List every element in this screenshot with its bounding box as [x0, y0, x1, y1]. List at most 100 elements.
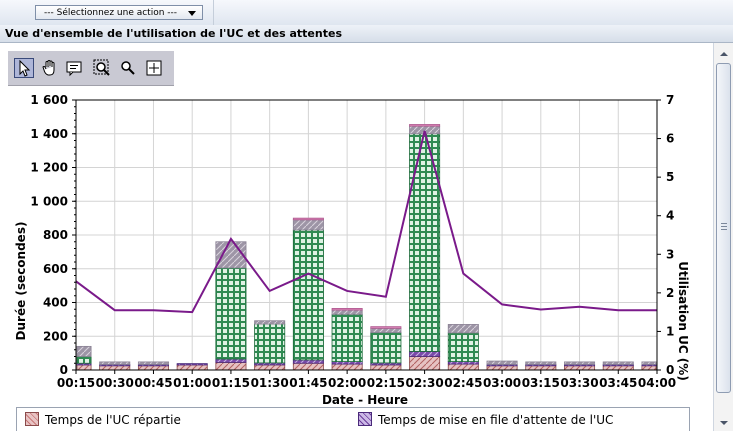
y-tick-label: 800 [43, 228, 68, 242]
vertical-scrollbar[interactable] [713, 43, 733, 431]
legend-swatch-cpu [25, 412, 39, 426]
y-tick-label: 1 200 [30, 161, 68, 175]
y2-tick-label: 4 [666, 209, 674, 223]
x-tick-label: 02:00 [328, 376, 366, 390]
grip-line [721, 226, 727, 227]
zoom-in-icon [93, 59, 110, 76]
chart-bar-segment [292, 362, 324, 371]
chart-bar-segment [331, 308, 363, 311]
chevron-down-icon [188, 11, 196, 16]
y2-tick-label: 6 [666, 132, 674, 146]
chart-area[interactable]: 0 200 400 600 800 1 000 1 200 1 400 1 600 0 1 2 3 4 5 6… [0, 88, 712, 418]
plot-border [75, 99, 658, 371]
top-toolbar: --- Sélectionnez une action --- [0, 0, 733, 26]
scroll-thumb[interactable] [716, 63, 731, 393]
y2-tick-label: 3 [666, 247, 674, 261]
y-tick-label: 400 [43, 296, 68, 310]
chart-bar-segment [215, 362, 247, 371]
chart-bar-segment [564, 365, 596, 371]
scroll-down-button[interactable] [716, 415, 732, 429]
legend-label-queue: Temps de mise en file d'attente de l'UC [378, 413, 614, 427]
chart-bar-segment [641, 361, 657, 365]
x-tick-label: 01:30 [251, 376, 289, 390]
arrow-down-icon [720, 421, 728, 425]
chart-bar-segment [447, 363, 479, 371]
chart-bar-segment [215, 267, 247, 360]
chart-bar-segment [292, 217, 324, 221]
chart-gridlines [75, 99, 658, 371]
crosshair-tool-button[interactable] [144, 58, 164, 78]
chart-legend: Temps de l'UC répartie Temps de mise en … [16, 407, 690, 431]
y2-tick-label: 2 [666, 286, 674, 300]
chart-bar-segment [254, 364, 286, 371]
tooltip-tool-button[interactable] [64, 58, 84, 78]
chart-bar-segment [215, 241, 247, 269]
action-select[interactable]: --- Sélectionnez une action --- [35, 5, 203, 20]
x-tick-label: 03:45 [599, 376, 637, 390]
legend-swatch-queue [358, 412, 372, 426]
legend-label-cpu: Temps de l'UC répartie [45, 413, 181, 427]
y2-tick-label: 0 [666, 363, 674, 377]
chart-bar-segment [176, 363, 208, 366]
chart-bar-segment [254, 320, 286, 325]
chart-bar-segment [602, 365, 634, 371]
chart-bar-segment [409, 356, 441, 371]
chart-bar-segment [292, 229, 324, 361]
chart-bar-segment [292, 359, 324, 364]
zoom-out-tool-button[interactable] [118, 58, 138, 78]
chart-bar-segment [76, 356, 92, 364]
y-tick-label: 1 400 [30, 127, 68, 141]
chart-bar-segment [76, 345, 92, 357]
x-tick-label: 01:00 [173, 376, 211, 390]
pointer-icon [19, 59, 31, 77]
chart-bar-segment [370, 364, 402, 371]
chart-axes: 0 200 400 600 800 1 000 1 200 1 400 1 600 0 1 2 3 4 5 6… [30, 93, 676, 390]
x-axis-label: Date - Heure [322, 393, 408, 407]
chart-bar-segment [137, 365, 169, 371]
y2-axis-label: Utilisation UC (%) [676, 261, 690, 381]
chart-bar-segment [370, 326, 402, 329]
y-tick-label: 200 [43, 329, 68, 343]
chart-bar-segment [370, 332, 402, 364]
action-select-label: --- Sélectionnez une action --- [44, 8, 178, 18]
chart-bar-segment [447, 332, 479, 362]
zoom-in-tool-button[interactable] [92, 58, 112, 78]
y2-tick-label: 1 [666, 324, 674, 338]
y2-tick-label: 5 [666, 170, 674, 184]
pan-tool-button[interactable] [40, 58, 60, 78]
chart-bar-segment [525, 365, 557, 371]
y-tick-label: 1 600 [30, 93, 68, 107]
comment-icon [66, 61, 82, 77]
panel-header: Vue d'ensemble de l'utilisation de l'UC … [0, 25, 733, 43]
chart-bar-segment [76, 364, 92, 371]
chart-bar-segment [215, 358, 247, 363]
x-tick-label: 02:30 [405, 376, 443, 390]
chart-bar-segment [602, 361, 634, 365]
panel-title: Vue d'ensemble de l'utilisation de l'UC … [5, 27, 342, 40]
chart-bar-segment [176, 364, 208, 371]
chart-line [75, 130, 657, 314]
chart-toolbar [8, 51, 174, 86]
chart-bar-segment [99, 361, 131, 365]
chart-bar-segment [331, 313, 363, 362]
scroll-up-button[interactable] [716, 46, 732, 60]
select-tool-button[interactable] [14, 58, 34, 78]
chart-bar-segment [525, 361, 557, 365]
x-tick-label: 04:00 [638, 376, 676, 390]
crosshair-icon [146, 60, 162, 76]
x-tick-label: 03:15 [522, 376, 560, 390]
y-tick-label: 0 [60, 363, 68, 377]
chart-bar-segment [370, 327, 402, 333]
y-tick-label: 1 000 [30, 194, 68, 208]
zoom-out-icon [121, 61, 135, 75]
chart-bar-segment [292, 219, 324, 231]
x-tick-label: 01:15 [212, 376, 250, 390]
x-tick-label: 03:30 [560, 376, 598, 390]
y-axis-label: Durée (secondes) [14, 222, 28, 341]
chart-bar-segment [641, 365, 657, 371]
chart-bar-segment [447, 324, 479, 334]
chart-bar-segment [137, 361, 169, 365]
chart-bar-segment [486, 365, 518, 371]
x-tick-label: 00:15 [57, 376, 95, 390]
x-tick-label: 00:45 [134, 376, 172, 390]
